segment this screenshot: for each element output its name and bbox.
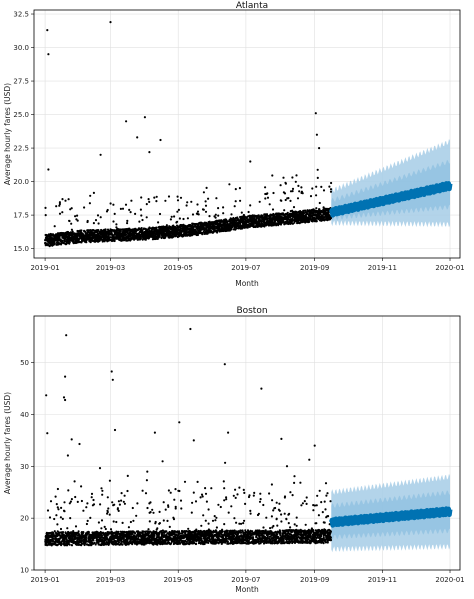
y-tick-label: 50 — [20, 359, 29, 367]
x-tick-label: 2020-01 — [435, 576, 464, 584]
x-tick-label: 2019-01 — [30, 264, 59, 272]
boston-y-ticks: 10 20 30 40 50 — [20, 359, 34, 575]
y-tick-label: 20 — [20, 515, 29, 523]
boston-title: Boston — [236, 306, 267, 316]
y-tick-label: 25.0 — [13, 111, 29, 119]
atlanta-points — [44, 21, 333, 248]
x-tick-label: 2019-05 — [164, 576, 193, 584]
x-tick-label: 2019-07 — [231, 576, 260, 584]
atlanta-y-axis-label: Average hourly fares (USD) — [3, 83, 12, 185]
y-tick-label: 27.5 — [13, 78, 29, 86]
x-tick-label: 2019-03 — [96, 264, 125, 272]
y-tick-label: 10 — [20, 567, 29, 575]
boston-forecast — [328, 506, 453, 528]
x-tick-label: 2019-07 — [231, 264, 260, 272]
y-tick-label: 15.0 — [13, 245, 29, 253]
boston-panel: Boston 2019-01 2019-03 2019-05 2019-07 2019-… — [3, 306, 465, 594]
observed-points — [44, 21, 333, 248]
boston-points — [44, 327, 333, 547]
atlanta-plot-frame — [33, 9, 461, 259]
x-tick-label: 2019-09 — [300, 264, 329, 272]
x-tick-label: 2019-05 — [164, 264, 193, 272]
boston-plot-frame — [33, 315, 461, 571]
forecast-line — [328, 506, 453, 528]
boston-x-ticks: 2019-01 2019-03 2019-05 2019-07 2019-09 2019-… — [30, 570, 465, 584]
x-tick-label: 2019-11 — [368, 264, 397, 272]
y-tick-label: 17.5 — [13, 212, 29, 220]
y-tick-label: 22.5 — [13, 145, 29, 153]
y-tick-label: 20.0 — [13, 178, 29, 186]
atlanta-panel: Atlanta 2019-01 2019-03 2019-05 2019-07 2019… — [3, 1, 465, 288]
x-tick-label: 2019-11 — [368, 576, 397, 584]
y-tick-label: 32.5 — [13, 11, 29, 19]
x-tick-label: 2020-01 — [435, 264, 464, 272]
x-tick-label: 2019-09 — [300, 576, 329, 584]
forecast-line — [328, 181, 453, 218]
boston-y-axis-label: Average hourly fares (USD) — [3, 392, 12, 494]
x-tick-label: 2019-03 — [96, 576, 125, 584]
atlanta-uncertainty-band — [331, 139, 450, 228]
atlanta-x-ticks: 2019-01 2019-03 2019-05 2019-07 2019-09 2019-… — [30, 258, 465, 272]
x-tick-label: 2019-01 — [30, 576, 59, 584]
observed-points — [44, 327, 333, 547]
y-tick-label: 40 — [20, 411, 29, 419]
atlanta-x-axis-label: Month — [235, 279, 259, 288]
atlanta-title: Atlanta — [236, 1, 268, 11]
atlanta-y-ticks: 15.0 17.5 20.0 22.5 25.0 27.5 30.0 32.5 — [13, 11, 34, 253]
boston-x-axis-label: Month — [235, 585, 259, 594]
y-tick-label: 30.0 — [13, 44, 29, 52]
atlanta-forecast — [328, 181, 453, 218]
y-tick-label: 30 — [20, 463, 29, 471]
